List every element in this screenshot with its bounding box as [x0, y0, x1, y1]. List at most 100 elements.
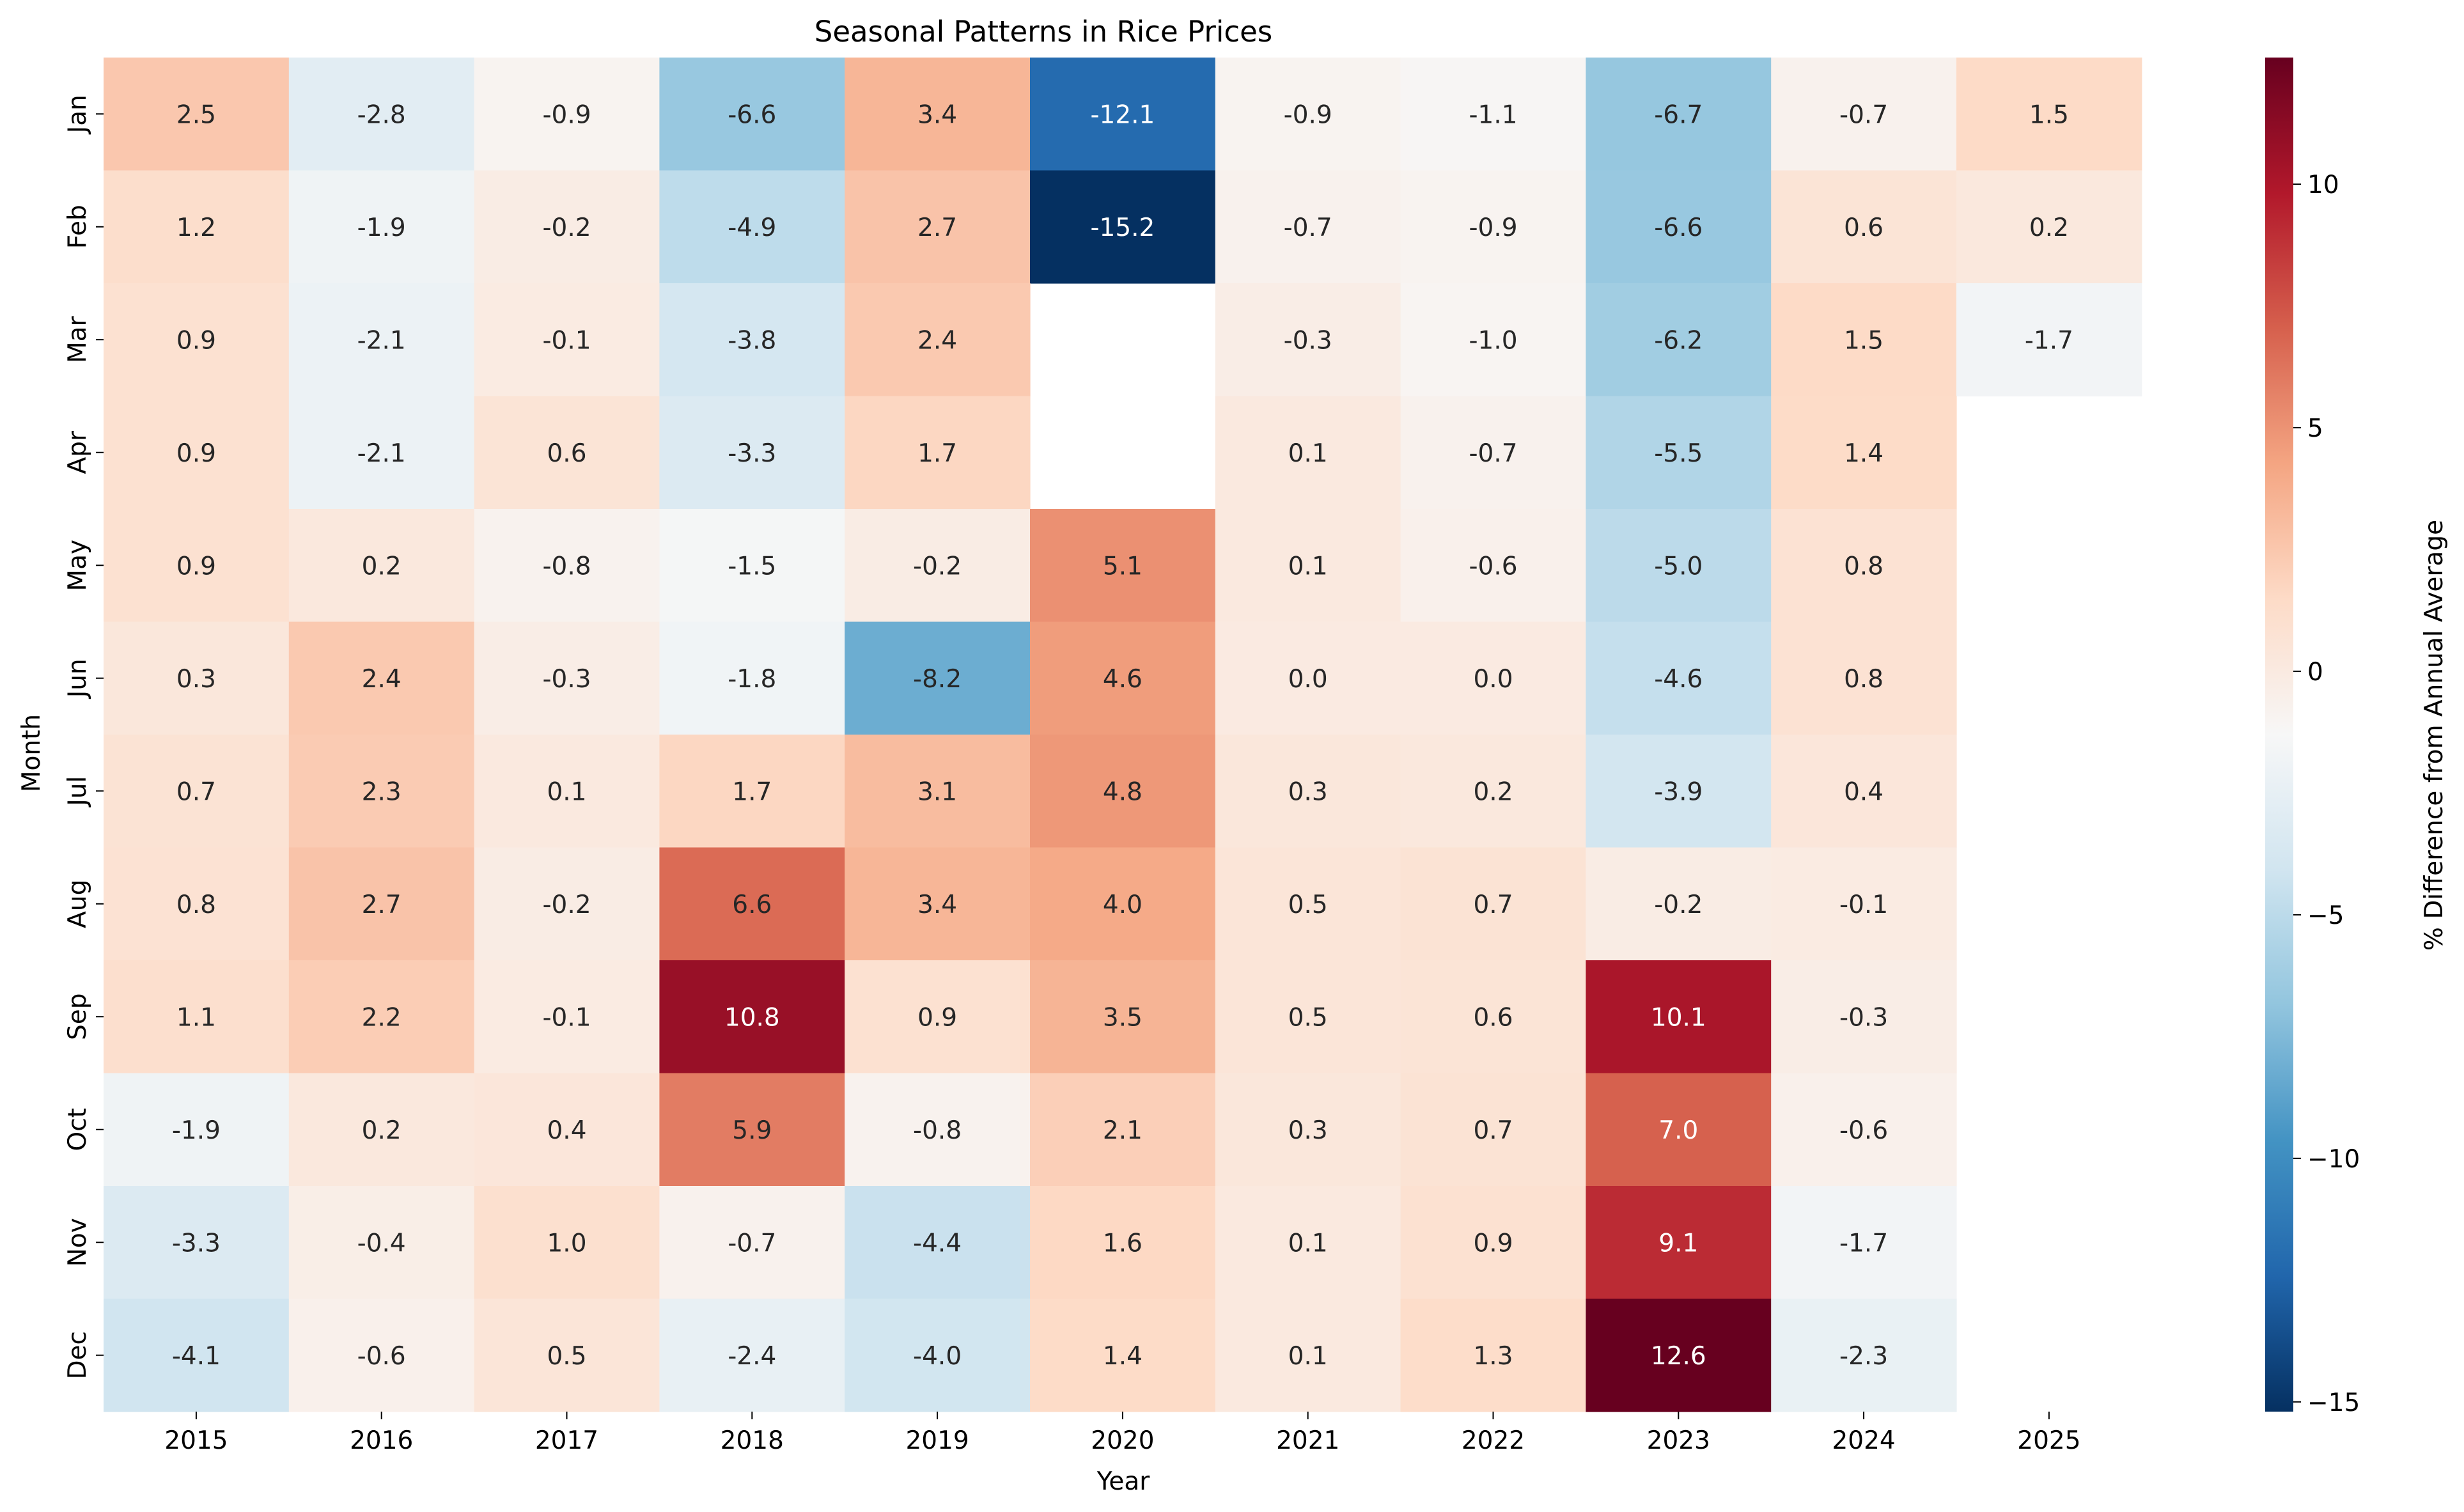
heatmap-cell	[104, 621, 290, 735]
colorbar-tick-label: 10	[2307, 171, 2339, 199]
heatmap-cell	[1771, 396, 1957, 510]
heatmap-cell	[1400, 170, 1586, 284]
colorbar-tick-label: −5	[2307, 901, 2344, 930]
cell-value-label: -3.3	[172, 1229, 221, 1258]
cell-value-label: 1.3	[1473, 1342, 1513, 1371]
x-tick-label: 2015	[164, 1426, 228, 1455]
heatmap-cell	[1586, 847, 1772, 961]
heatmap-cell	[845, 960, 1031, 1074]
colorbar-ticks: −15 −10 −5 0 5 10	[2293, 171, 2360, 1417]
heatmap-cell	[1215, 396, 1401, 510]
heatmap-cell	[104, 1298, 290, 1412]
y-tick-label: Mar	[63, 315, 92, 363]
cell-value-label: -5.5	[1654, 439, 1703, 468]
cell-value-label: 0.9	[176, 552, 216, 581]
heatmap-cell	[659, 509, 845, 623]
heatmap-cell	[104, 1073, 290, 1187]
y-tick-label: Oct	[63, 1108, 92, 1151]
y-tick-label: Jan	[63, 95, 92, 135]
heatmap-cell	[1400, 509, 1586, 623]
heatmap-cell	[1956, 58, 2142, 171]
cell-value-label: 0.4	[547, 1116, 586, 1145]
cell-value-label: 1.2	[176, 214, 216, 242]
y-tick-label: Apr	[63, 430, 92, 474]
heatmap-cell	[1771, 170, 1957, 284]
cell-value-label: 0.5	[1288, 1003, 1328, 1032]
cell-value-label: 7.0	[1658, 1116, 1698, 1145]
cell-value-label: -6.6	[1654, 214, 1703, 242]
cell-value-label: -0.1	[1839, 891, 1888, 919]
heatmap-cell	[845, 396, 1031, 510]
cell-value-label: 1.1	[176, 1003, 216, 1032]
cell-value-label: -1.9	[172, 1116, 221, 1145]
cell-value-label: -2.4	[728, 1342, 776, 1371]
heatmap-cell	[474, 1073, 660, 1187]
heatmap-cell	[845, 621, 1031, 735]
heatmap-cell	[1586, 509, 1772, 623]
cell-value-label: 10.8	[724, 1003, 780, 1032]
cell-value-label: -0.9	[1469, 214, 1517, 242]
y-tick-label: Sep	[63, 993, 92, 1040]
cell-value-label: 1.5	[2029, 100, 2069, 129]
cell-value-label: 3.4	[917, 891, 957, 919]
cell-value-label: -0.2	[542, 891, 591, 919]
heatmap-cell-labels: 2.5 -2.8 -0.9 -6.6 3.4 -12.1 -0.9 -1.1 -6.7 -0.7 1…	[172, 100, 2073, 1371]
cell-value-label: 0.9	[176, 439, 216, 468]
heatmap-cell	[1400, 621, 1586, 735]
cell-value-label: -6.2	[1654, 326, 1703, 355]
heatmap-cell	[1771, 1073, 1957, 1187]
heatmap-cell	[1030, 170, 1216, 284]
cell-value-label: -0.3	[1284, 326, 1332, 355]
cell-value-label: 0.1	[547, 777, 586, 806]
heatmap-cell	[1956, 170, 2142, 284]
cell-value-label: -0.1	[542, 1003, 591, 1032]
heatmap-cell	[288, 847, 475, 961]
heatmap-cell	[1030, 847, 1216, 961]
heatmap-cell	[288, 283, 475, 397]
cell-value-label: -0.8	[542, 552, 591, 581]
cell-value-label: 0.6	[1473, 1003, 1513, 1032]
cell-value-label: -1.8	[728, 665, 776, 694]
heatmap-cell	[1586, 621, 1772, 735]
heatmap-cell	[104, 170, 290, 284]
cell-value-label: -3.9	[1654, 777, 1703, 806]
cell-value-label: -0.1	[542, 326, 591, 355]
heatmap-cell	[1215, 1298, 1401, 1412]
cell-value-label: -1.9	[357, 214, 406, 242]
cell-value-label: 10.1	[1651, 1003, 1706, 1032]
heatmap-cell	[474, 960, 660, 1074]
cell-value-label: 0.2	[2029, 214, 2069, 242]
cell-value-label: -6.7	[1654, 100, 1703, 129]
cell-value-label: 0.1	[1288, 1229, 1328, 1258]
cell-value-label: -8.2	[913, 665, 962, 694]
cell-value-label: -0.7	[1469, 439, 1517, 468]
cell-value-label: 0.7	[176, 777, 216, 806]
colorbar	[2265, 58, 2293, 1412]
cell-value-label: 0.3	[176, 665, 216, 694]
heatmap-cell	[1400, 396, 1586, 510]
cell-value-label: -2.8	[357, 100, 406, 129]
heatmap-cell	[1586, 1186, 1772, 1300]
cell-value-label: -2.1	[357, 439, 406, 468]
y-tick-label: Feb	[63, 205, 92, 249]
heatmap-cell	[1771, 960, 1957, 1074]
heatmap-cell	[474, 1186, 660, 1300]
heatmap-cell	[474, 1298, 660, 1412]
heatmap-cell	[845, 735, 1031, 848]
cell-value-label: -0.9	[1284, 100, 1332, 129]
heatmap-cell	[1030, 735, 1216, 848]
cell-value-label: 0.2	[362, 1116, 402, 1145]
heatmap-cell	[845, 58, 1031, 171]
heatmap-cell	[474, 847, 660, 961]
cell-value-label: 1.7	[732, 777, 772, 806]
cell-value-label: -0.6	[1839, 1116, 1888, 1145]
cell-value-label: 3.1	[917, 777, 957, 806]
heatmap-cell	[845, 1186, 1031, 1300]
cell-value-label: 0.9	[917, 1003, 957, 1032]
heatmap-cell	[845, 1298, 1031, 1412]
cell-value-label: 1.4	[1844, 439, 1883, 468]
heatmap-cell	[288, 58, 475, 171]
cell-value-label: -0.6	[1469, 552, 1517, 581]
chart-title: Seasonal Patterns in Rice Prices	[815, 15, 1272, 49]
heatmap-cell	[1586, 960, 1772, 1074]
